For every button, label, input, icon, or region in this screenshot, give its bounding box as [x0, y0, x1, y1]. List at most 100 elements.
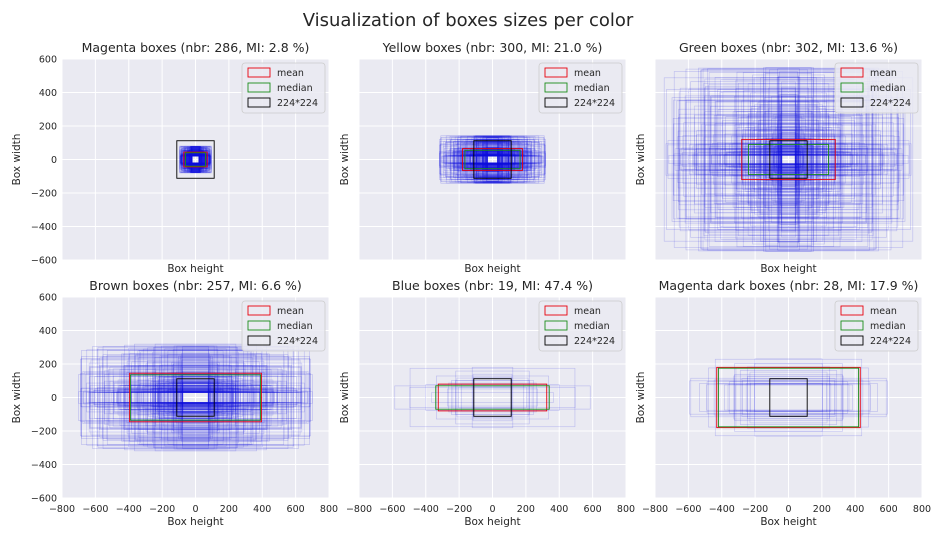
size-box [483, 155, 502, 164]
y-tick-label: 200 [39, 122, 57, 133]
size-box [454, 136, 531, 183]
size-box [173, 345, 218, 450]
size-box [177, 358, 214, 437]
legend-224-swatch [544, 97, 568, 108]
size-box [181, 371, 210, 424]
size-box [781, 147, 796, 172]
size-box [97, 347, 294, 448]
size-box [780, 133, 797, 186]
size-box [120, 392, 271, 403]
size-box [137, 350, 254, 445]
boxes-group [663, 67, 914, 252]
y-tick-label: −600 [31, 256, 57, 267]
size-box [186, 155, 205, 164]
size-box [190, 155, 201, 164]
size-box [680, 154, 897, 165]
size-box [744, 127, 833, 192]
size-box [184, 145, 207, 174]
size-box [191, 154, 200, 165]
size-box [470, 148, 515, 171]
x-tick-label: 0 [489, 504, 495, 515]
size-box [777, 68, 800, 251]
size-box [181, 153, 210, 166]
size-box [184, 150, 207, 169]
size-box [779, 114, 798, 205]
size-box [138, 365, 253, 430]
size-box [116, 391, 275, 404]
size-box [181, 389, 210, 406]
y-axis-label: Box width [635, 372, 647, 424]
x-tick-label: −600 [675, 504, 701, 515]
size-box [113, 375, 278, 420]
size-box [692, 145, 885, 174]
size-box [770, 138, 807, 181]
size-box [732, 142, 845, 177]
size-box [445, 142, 540, 177]
size-box [153, 381, 238, 414]
legend-median-swatch [840, 320, 864, 331]
size-box [738, 154, 839, 165]
legend-224-label: 224*224 [870, 336, 911, 347]
mean-box [716, 366, 861, 429]
size-box [191, 150, 200, 169]
size-box [465, 138, 520, 181]
size-box [460, 135, 525, 184]
size-box [163, 376, 228, 419]
size-box [759, 128, 818, 191]
size-box [757, 154, 820, 165]
size-box [709, 147, 868, 172]
size-box [446, 155, 539, 164]
size-box [123, 389, 268, 406]
size-box [456, 377, 529, 418]
size-box [191, 148, 200, 171]
legend-frame [834, 300, 919, 352]
size-box [754, 358, 823, 437]
size-box [781, 146, 796, 173]
size-box [443, 151, 542, 168]
size-box [137, 385, 254, 410]
size-box [781, 96, 796, 223]
size-box [723, 154, 854, 165]
size-box [186, 154, 205, 165]
size-box [181, 359, 210, 436]
size-box [703, 82, 874, 237]
size-box [706, 384, 871, 411]
size-box [479, 139, 506, 180]
size-box [478, 155, 507, 164]
size-box [191, 154, 200, 165]
legend-mean-swatch [544, 305, 568, 316]
size-box [181, 155, 210, 164]
size-box [781, 152, 796, 167]
size-box [759, 104, 818, 215]
x-tick-label: 0 [785, 504, 791, 515]
size-box [186, 155, 205, 164]
size-box [692, 153, 885, 166]
size-box [440, 143, 545, 176]
size-box [188, 155, 203, 164]
size-box [763, 144, 814, 175]
size-box [717, 109, 860, 210]
size-box [104, 370, 287, 425]
size-box [779, 141, 798, 178]
size-box [779, 126, 798, 193]
size-box [460, 149, 525, 170]
size-box [483, 136, 502, 183]
size-box [679, 148, 898, 171]
size-box [476, 135, 509, 184]
size-box [447, 155, 538, 164]
size-box [188, 150, 203, 169]
size-box [752, 120, 825, 199]
size-box [86, 349, 305, 446]
size-box [132, 367, 259, 428]
size-box [100, 365, 291, 430]
size-box [477, 153, 508, 166]
size-box [780, 105, 797, 214]
size-box [154, 384, 237, 411]
size-box [704, 87, 873, 232]
size-box [777, 119, 800, 200]
size-box [153, 377, 238, 418]
size-box [450, 145, 535, 174]
size-box [190, 154, 201, 165]
size-box [725, 116, 852, 203]
size-box [457, 135, 528, 184]
